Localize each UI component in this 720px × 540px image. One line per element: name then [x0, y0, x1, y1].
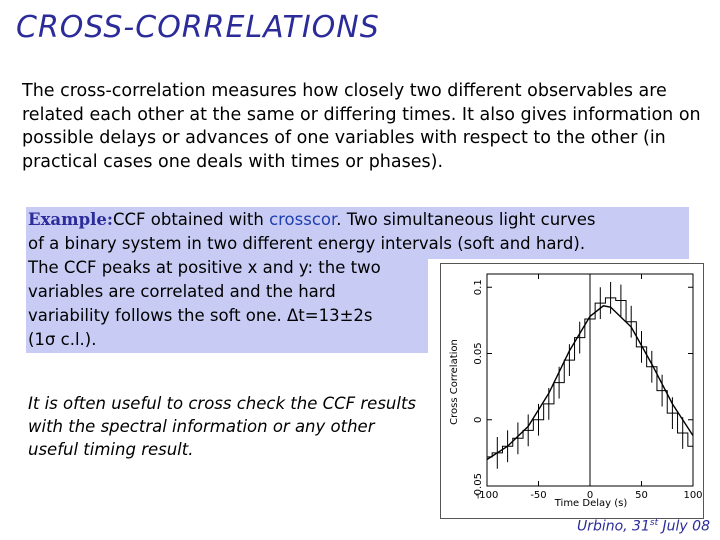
ccf-chart: -100 -50 0 50 100 -0.05 0 0.05 0.1 Time Delay (s…	[440, 263, 704, 519]
y-tick-label: 0	[473, 417, 484, 423]
footer-date: July 08	[658, 519, 710, 535]
example-label: Example:	[28, 210, 113, 229]
example-line-1: Example:CCF obtained with crosscor. Two …	[28, 208, 688, 232]
slide-footer: Urbino, 31st July 08	[577, 518, 710, 535]
intro-paragraph: The cross-correlation measures how close…	[22, 81, 701, 172]
y-tick-label: 0.1	[473, 279, 484, 295]
example-highlight-box-lower	[26, 257, 428, 353]
example-line-3: The CCF peaks at positive x and y: the t…	[28, 258, 381, 277]
example-line-1-pre: CCF obtained with	[112, 210, 270, 229]
footer-ordinal: st	[649, 518, 659, 529]
ccf-chart-svg: -100 -50 0 50 100 -0.05 0 0.05 0.1 Time Delay (s…	[449, 273, 703, 509]
chart-y-axis-label: Cross Correlation	[449, 339, 460, 425]
x-tick-label: -50	[530, 490, 546, 501]
example-line-6: (1σ c.l.).	[28, 330, 97, 349]
footer-place: Urbino, 31	[576, 519, 650, 535]
example-line-2: of a binary system in two different ener…	[28, 234, 586, 253]
example-line-1-post: . Two simultaneous light curves	[336, 210, 596, 229]
y-tick-label: 0.05	[473, 342, 484, 364]
crosscor-tool-name: crosscor	[269, 210, 337, 229]
chart-x-axis-label: Time Delay (s)	[554, 498, 628, 509]
example-text: Example:CCF obtained with crosscor. Two …	[28, 208, 688, 352]
chart-axes: -100 -50 0 50 100 -0.05 0 0.05 0.1	[473, 273, 703, 501]
example-line-4: variables are correlated and the hard	[28, 282, 336, 301]
chart-marks	[486, 274, 694, 486]
y-tick-label: -0.05	[473, 473, 484, 499]
x-tick-label: 0	[587, 490, 593, 501]
x-tick-label: 100	[683, 490, 702, 501]
example-highlight-box	[26, 207, 689, 259]
example-line-5: variability follows the soft one. Δt=13±…	[28, 306, 373, 325]
x-tick-label: -100	[476, 490, 499, 501]
gaussian-fit-curve	[486, 305, 694, 461]
slide-title: Cross-correlations	[16, 10, 380, 45]
cross-check-note: It is often useful to cross check the CC…	[28, 394, 417, 459]
x-tick-label: 50	[635, 490, 648, 501]
